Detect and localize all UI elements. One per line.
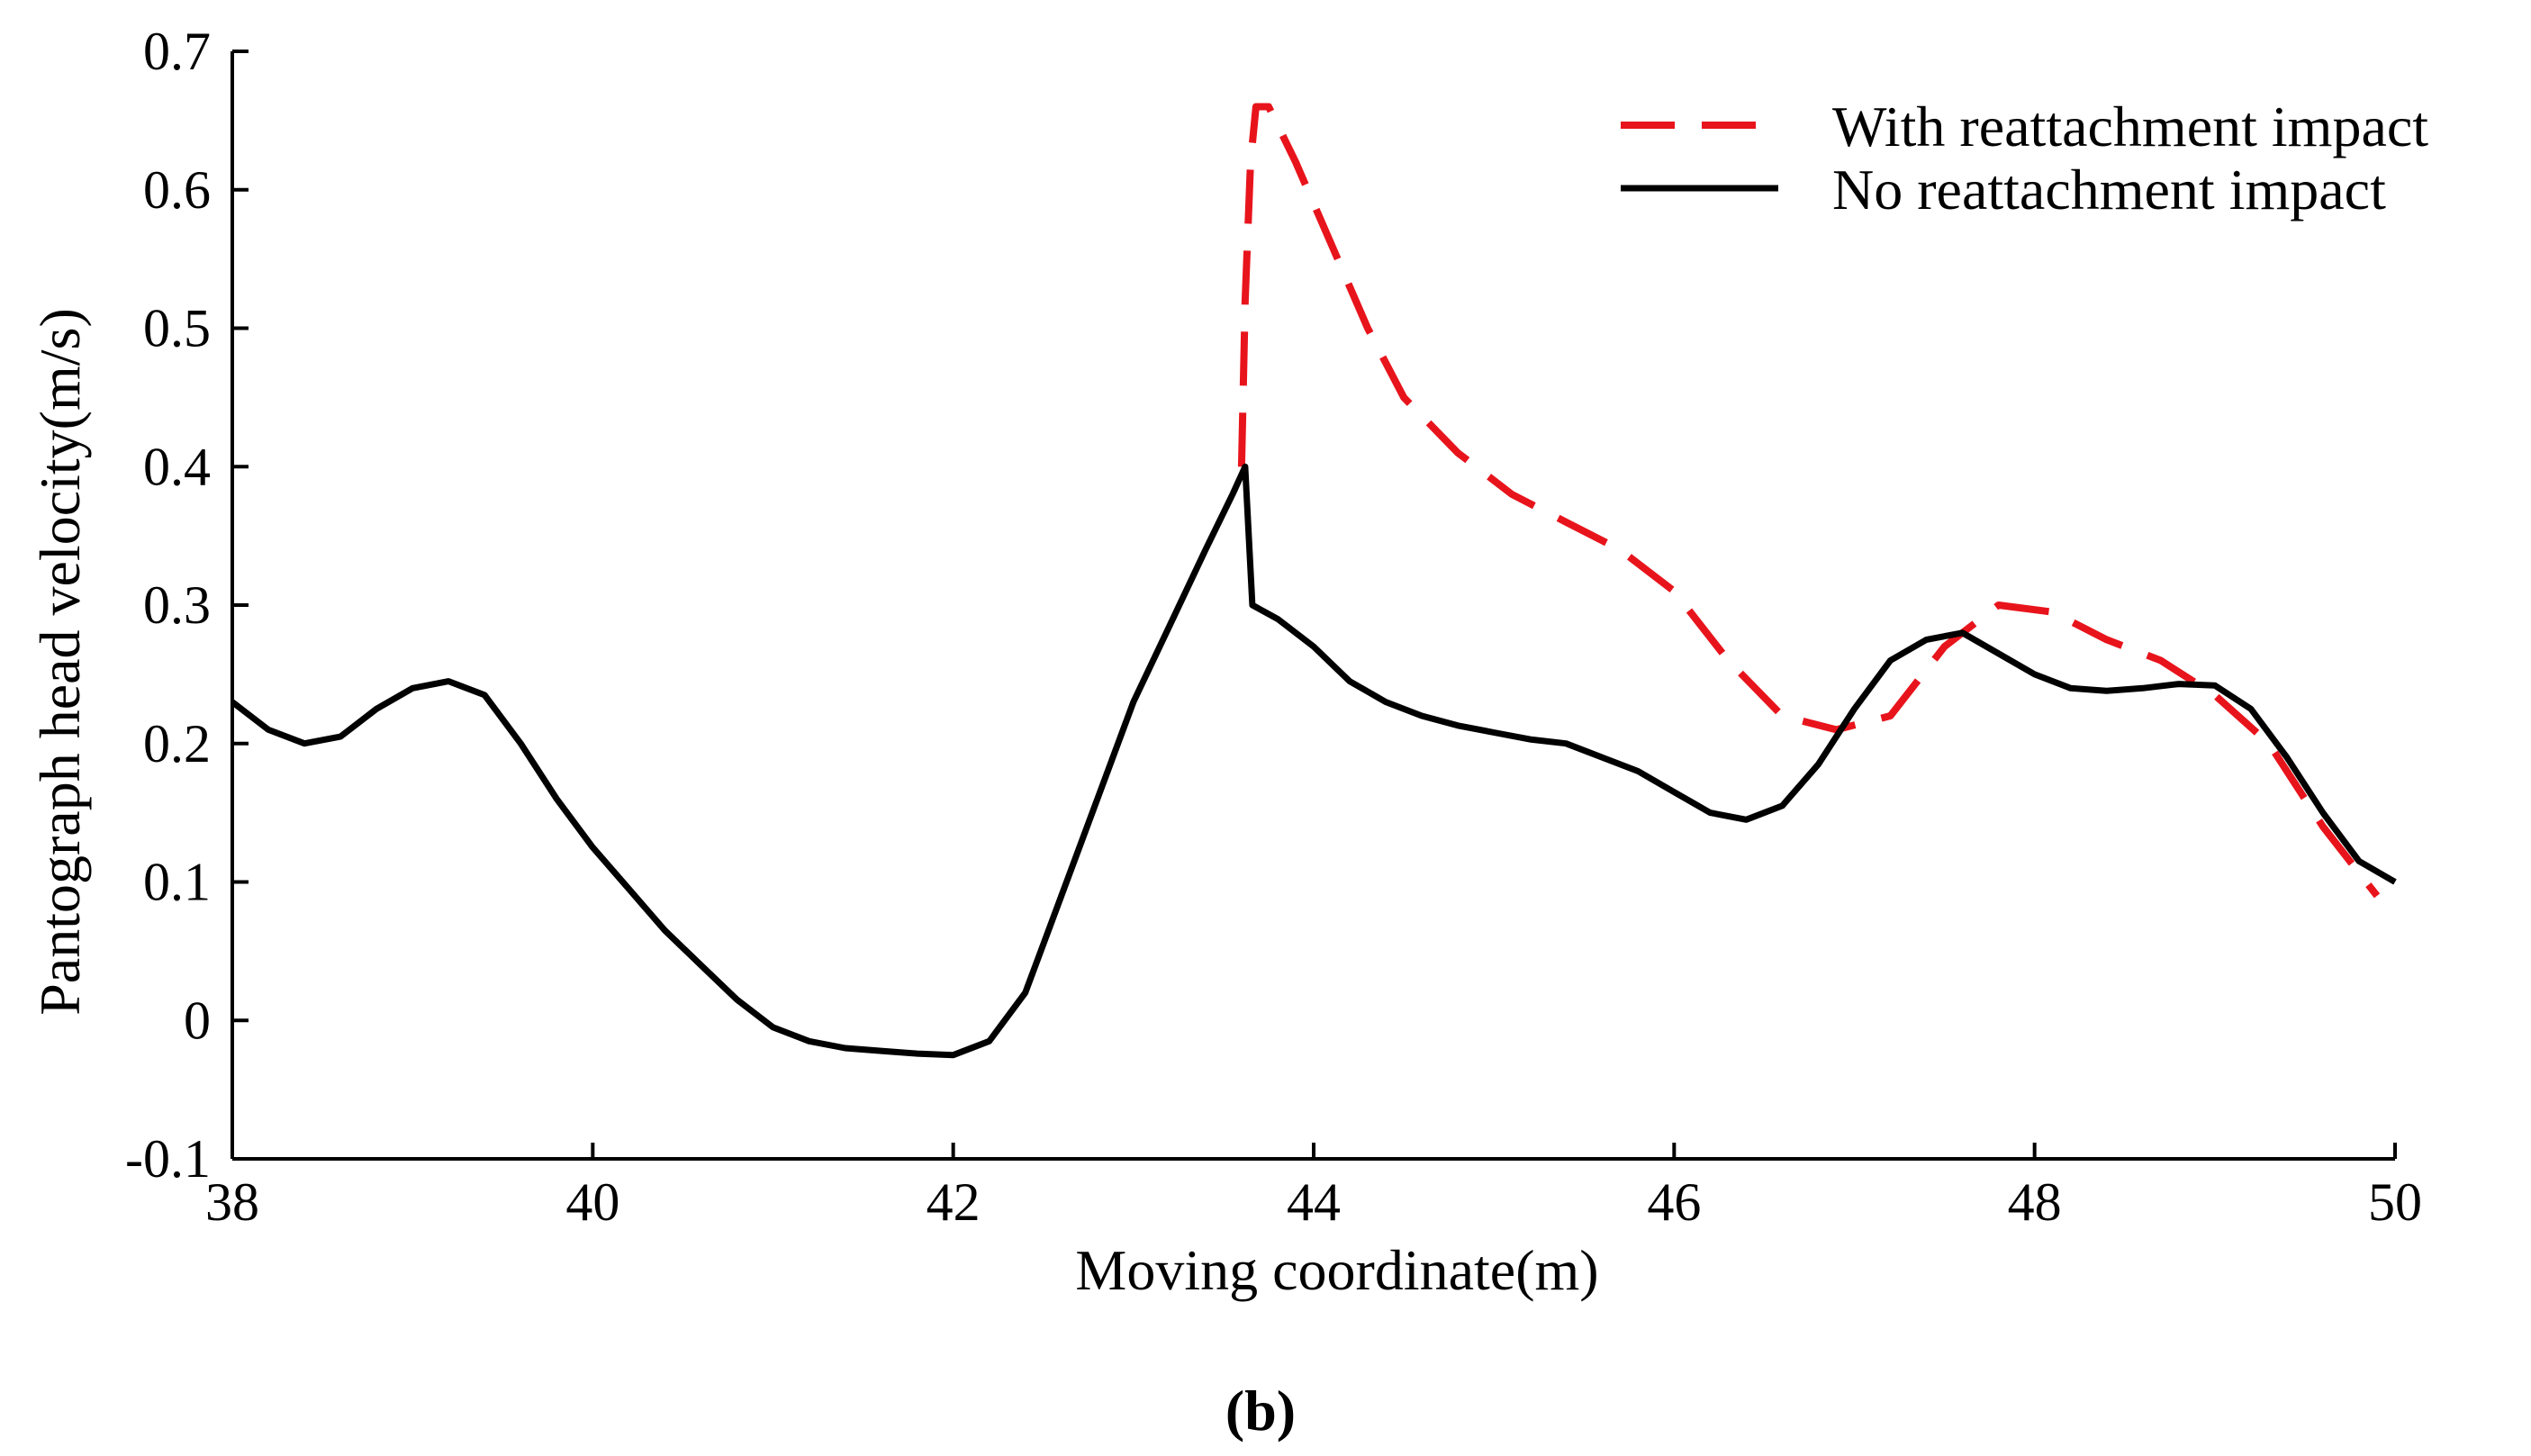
y-axis-title: Pantograph head velocity(m/s) [28,308,92,1016]
x-tick-label: 50 [2368,1172,2422,1232]
series-layer [230,103,2397,1059]
y-tick-label: 0 [184,990,211,1050]
x-tick-label: 44 [1287,1172,1341,1232]
y-tick-label: 0.2 [143,714,211,773]
y-tick-label: 0.3 [143,575,211,635]
figure-caption: (b) [1225,1379,1296,1442]
x-tick-label: 48 [2008,1172,2062,1232]
y-tick-label: -0.1 [125,1129,211,1189]
legend: With reattachment impact No reattachment… [1621,95,2428,222]
x-ticks: 38 40 42 44 46 48 50 [205,1143,2422,1232]
x-tick-label: 46 [1647,1172,1701,1232]
y-tick-label: 0.4 [143,437,211,496]
y-tick-label: 0.5 [143,299,211,358]
y-tick-label: 0.1 [143,853,211,912]
x-tick-label: 42 [927,1172,981,1232]
y-tick-label: 0.6 [143,160,211,220]
legend-label-with-reattachment: With reattachment impact [1832,95,2428,158]
y-tick-label: 0.7 [143,22,211,81]
y-ticks: -0.1 0 0.1 0.2 0.3 0.4 0.5 0.6 0.7 [125,22,249,1189]
x-tick-label: 40 [565,1172,619,1232]
series-line-no-reattachment [230,463,2397,1059]
legend-label-no-reattachment: No reattachment impact [1832,158,2386,222]
x-axis-title: Moving coordinate(m) [1075,1238,1598,1302]
x-tick-label: 38 [205,1172,259,1232]
